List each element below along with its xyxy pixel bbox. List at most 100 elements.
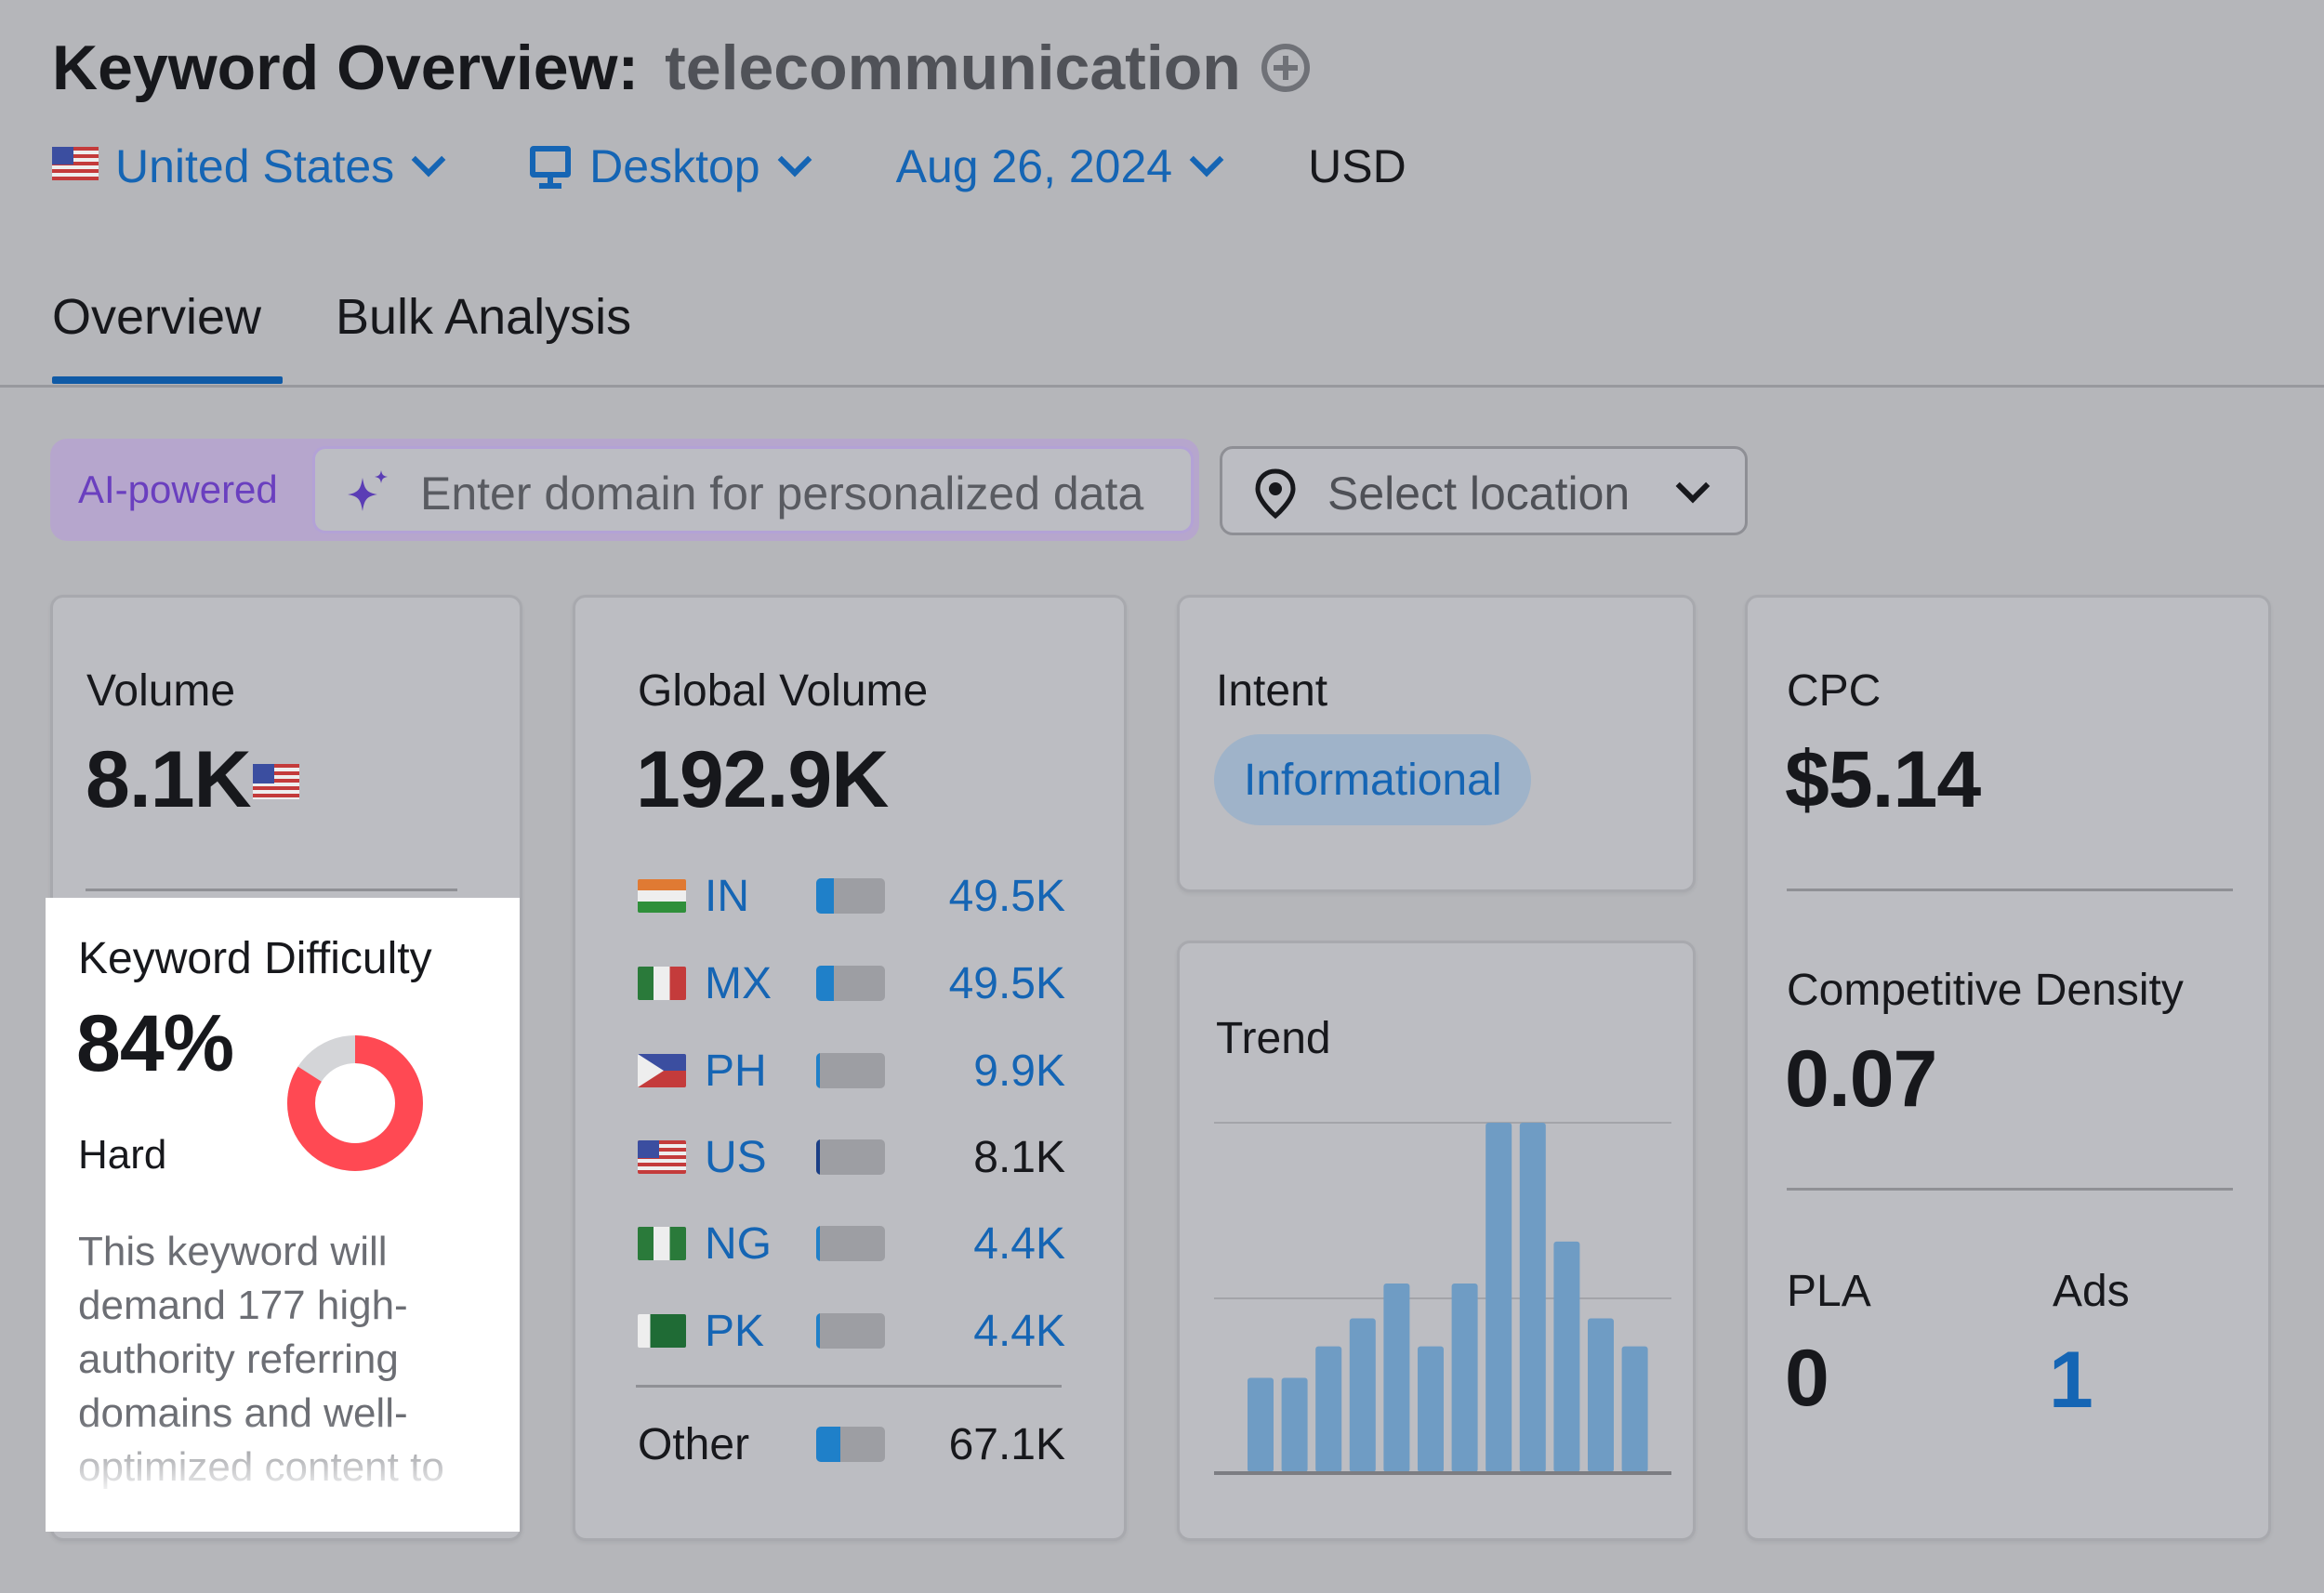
keyword-difficulty-panel: Keyword Difficulty 84% Hard This keyword…: [46, 898, 520, 1532]
device-dropdown[interactable]: Desktop: [530, 139, 812, 193]
currency-label: USD: [1308, 140, 1406, 192]
trend-bar: [1621, 1346, 1648, 1472]
kd-label: Keyword Difficulty: [78, 934, 432, 983]
philippines-flag-icon: [638, 1054, 686, 1087]
chevron-down-icon: [411, 142, 446, 178]
chevron-down-icon: [1189, 142, 1224, 178]
country-row-pk[interactable]: PK 4.4K: [638, 1303, 1065, 1359]
country-row-ng[interactable]: NG 4.4K: [638, 1216, 1065, 1271]
location-pin-icon: [1255, 468, 1296, 520]
other-label: Other: [638, 1419, 750, 1469]
kd-level: Hard: [78, 1132, 167, 1178]
page-title: Keyword Overview:: [52, 33, 640, 103]
keyword-title: telecommunication: [665, 33, 1241, 103]
tab-overview[interactable]: Overview: [52, 289, 262, 345]
ads-label: Ads: [2053, 1267, 2130, 1316]
device-label: Desktop: [589, 140, 760, 192]
cpc-label: CPC: [1787, 666, 1882, 716]
country-code: PK: [705, 1306, 765, 1356]
trend-bar: [1281, 1377, 1308, 1472]
domain-input-placeholder: Enter domain for personalized data: [420, 467, 1144, 520]
date-label: Aug 26, 2024: [895, 140, 1173, 192]
global-volume-value: 192.9K: [636, 735, 889, 824]
page-header: Keyword Overview: telecommunication: [52, 32, 1310, 104]
trend-bar: [1383, 1283, 1410, 1472]
trend-label: Trend: [1216, 1014, 1331, 1063]
country-row-mx[interactable]: MX 49.5K: [638, 955, 1065, 1011]
other-volume: 67.1K: [948, 1419, 1065, 1469]
country-label: United States: [115, 140, 395, 192]
ai-powered-label: AI-powered: [78, 467, 278, 511]
country-dropdown[interactable]: United States: [52, 139, 446, 193]
share-bar-fill: [816, 1053, 820, 1088]
cpc-card: [1745, 595, 2271, 1541]
trend-bar: [1349, 1318, 1376, 1472]
date-dropdown[interactable]: Aug 26, 2024: [895, 139, 1224, 193]
country-row-us: US 8.1K: [638, 1129, 1065, 1185]
competitive-density-divider: [1787, 1188, 2233, 1191]
ads-value[interactable]: 1: [2049, 1336, 2093, 1425]
country-volume: 4.4K: [973, 1306, 1065, 1356]
filter-bar: United States Desktop Aug 26, 2024 USD: [52, 139, 1406, 193]
share-bar-fill: [816, 1427, 840, 1462]
india-flag-icon: [638, 879, 686, 913]
location-placeholder: Select location: [1327, 467, 1631, 520]
tab-bulk-analysis[interactable]: Bulk Analysis: [336, 289, 632, 345]
trend-bar: [1315, 1346, 1342, 1472]
country-code: NG: [705, 1218, 772, 1269]
global-volume-label: Global Volume: [638, 666, 929, 716]
sparkle-icon: [348, 470, 388, 511]
nigeria-flag-icon: [638, 1227, 686, 1260]
share-bar-fill: [816, 1313, 820, 1349]
active-tab-indicator: [52, 376, 283, 384]
pla-label: PLA: [1787, 1267, 1871, 1316]
trend-bar: [1486, 1123, 1512, 1472]
country-code: US: [705, 1132, 767, 1182]
country-volume: 49.5K: [948, 871, 1065, 921]
country-volume: 9.9K: [973, 1046, 1065, 1096]
us-flag-icon: [253, 764, 299, 799]
country-code: PH: [705, 1046, 767, 1096]
share-bar: [816, 1053, 885, 1088]
trend-bar: [1553, 1241, 1580, 1472]
kd-value: 84%: [76, 999, 234, 1088]
share-bar: [816, 878, 885, 914]
pla-value: 0: [1785, 1334, 1829, 1423]
kd-donut-arc: [287, 1035, 423, 1171]
kd-donut-chart: [287, 1035, 423, 1171]
cpc-divider: [1787, 889, 2233, 891]
location-select[interactable]: [1220, 446, 1748, 535]
competitive-density-label: Competitive Density: [1787, 966, 2184, 1015]
country-code: IN: [705, 871, 749, 921]
us-flag-icon: [52, 147, 99, 180]
volume-value: 8.1K: [86, 735, 252, 824]
chevron-down-icon: [777, 142, 812, 178]
volume-label: Volume: [86, 666, 236, 716]
pakistan-flag-icon: [638, 1314, 686, 1348]
trend-bar: [1588, 1318, 1614, 1472]
global-volume-divider: [636, 1385, 1062, 1388]
country-volume: 4.4K: [973, 1218, 1065, 1269]
desktop-icon: [530, 146, 572, 178]
fade-overlay: [46, 1418, 520, 1532]
share-bar-fill: [816, 1226, 820, 1261]
country-row-in[interactable]: IN 49.5K: [638, 868, 1065, 924]
trend-bar: [1519, 1123, 1546, 1472]
mexico-flag-icon: [638, 967, 686, 1000]
trend-bar: [1418, 1346, 1444, 1472]
intent-badge[interactable]: Informational: [1214, 734, 1532, 825]
trend-bar: [1451, 1283, 1478, 1472]
country-row-ph[interactable]: PH 9.9K: [638, 1043, 1065, 1099]
us-flag-icon: [638, 1140, 686, 1174]
trend-chart: [1214, 1122, 1671, 1475]
country-row-other: Other 67.1K: [638, 1416, 1065, 1472]
share-bar-fill: [816, 1139, 820, 1175]
tabs-divider: [0, 385, 2324, 388]
share-bar: [816, 1313, 885, 1349]
domain-input[interactable]: [312, 446, 1194, 533]
trend-bar: [1248, 1377, 1274, 1472]
share-bar: [816, 1226, 885, 1261]
country-volume: 8.1K: [973, 1132, 1065, 1182]
plus-circle-icon[interactable]: [1261, 44, 1310, 92]
share-bar: [816, 1139, 885, 1175]
